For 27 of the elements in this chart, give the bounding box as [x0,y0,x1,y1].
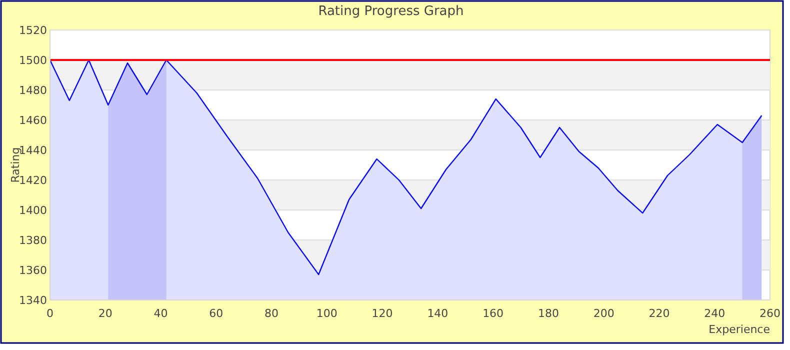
y-tick-label: 1380 [19,234,47,247]
y-tick-label: 1420 [19,174,47,187]
x-tick-label: 60 [209,307,224,320]
x-tick-label: 240 [704,307,726,320]
x-axis-title: Experience [708,323,770,336]
y-tick-label: 1400 [19,204,47,217]
x-tick-label: 120 [372,307,393,320]
x-tick-label: 80 [264,307,279,320]
chart-title: Rating Progress Graph [318,4,464,19]
x-tick-label: 200 [593,307,614,320]
x-tick-label: 20 [98,307,112,320]
x-tick-label: 260 [760,307,780,320]
x-tick-label: 220 [648,307,670,320]
y-tick-label: 1500 [19,54,47,67]
y-tick-label: 1360 [19,264,47,277]
y-axis-title: Rating [9,147,22,183]
x-tick-label: 0 [46,307,54,320]
x-tick-label: 160 [482,307,504,320]
y-tick-label: 1460 [19,114,47,127]
x-tick-label: 100 [316,307,338,320]
y-tick-label: 1480 [19,84,47,97]
y-tick-label: 1520 [19,24,47,37]
x-tick-label: 40 [154,307,168,320]
x-tick-label: 140 [427,307,448,320]
y-tick-label: 1340 [19,294,47,307]
y-tick-label: 1440 [19,144,47,157]
x-tick-label: 180 [538,307,559,320]
